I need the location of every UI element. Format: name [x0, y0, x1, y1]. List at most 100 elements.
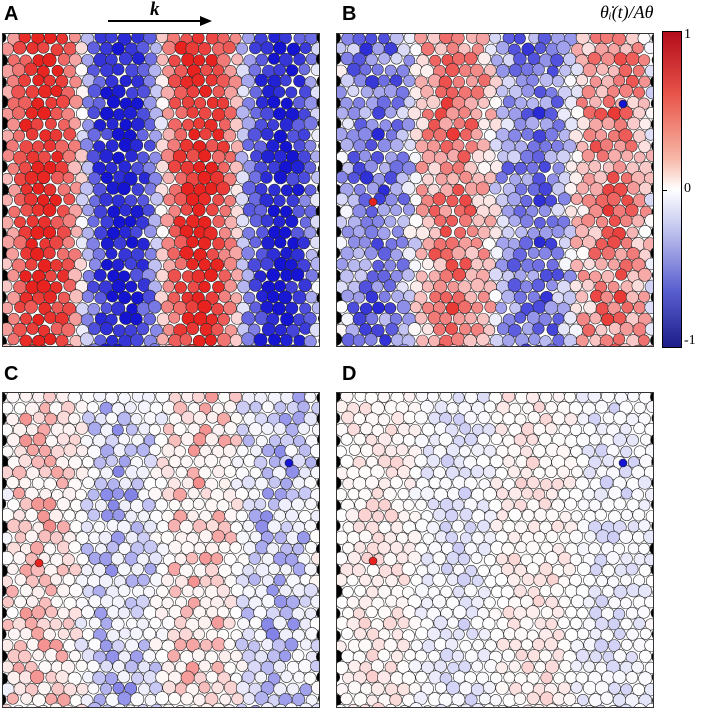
panel-label-c: C — [4, 363, 19, 385]
particle — [163, 423, 175, 436]
particle — [18, 454, 32, 468]
particle — [155, 247, 170, 262]
particle — [495, 64, 510, 78]
particle — [100, 63, 114, 78]
particle — [596, 63, 609, 76]
particle — [496, 214, 510, 228]
particle — [489, 96, 503, 109]
particle — [180, 692, 194, 706]
particle — [26, 595, 39, 608]
particle — [117, 34, 132, 46]
particle — [589, 650, 602, 663]
particle — [218, 541, 231, 554]
particle — [174, 281, 187, 294]
particle — [186, 638, 200, 652]
particle — [230, 412, 243, 425]
particle — [280, 184, 293, 197]
particle — [589, 75, 602, 88]
particle — [600, 290, 614, 304]
particle — [570, 594, 585, 609]
particle — [162, 65, 175, 78]
particle — [317, 183, 319, 193]
particle — [98, 574, 114, 589]
particle — [136, 128, 149, 142]
particle — [25, 106, 39, 120]
particle — [521, 128, 535, 141]
particle — [625, 562, 639, 576]
particle — [63, 41, 78, 56]
particle — [627, 542, 640, 555]
particle — [342, 117, 355, 130]
particle — [446, 86, 459, 99]
particle — [105, 34, 118, 44]
particle — [303, 226, 317, 239]
particle — [337, 573, 348, 587]
particle — [570, 510, 583, 523]
particle — [51, 682, 65, 696]
particle — [132, 52, 145, 65]
particle — [82, 269, 96, 283]
particle — [613, 52, 628, 66]
particle — [340, 289, 354, 303]
particle — [62, 423, 76, 437]
particle — [292, 583, 307, 598]
particle — [337, 215, 348, 229]
particle — [470, 464, 485, 479]
particle — [607, 530, 620, 544]
particle — [337, 476, 342, 490]
particle — [397, 487, 410, 501]
particle — [600, 691, 614, 705]
particle — [14, 531, 27, 544]
particle — [303, 116, 318, 131]
particle — [445, 531, 458, 544]
particle — [613, 160, 627, 174]
particle — [3, 393, 7, 403]
particle — [540, 606, 554, 619]
particle — [242, 564, 255, 577]
particle — [446, 194, 459, 207]
particle — [305, 53, 318, 66]
particle — [508, 129, 522, 143]
particle — [303, 161, 317, 174]
particle — [32, 182, 45, 195]
particle — [292, 290, 307, 305]
particle — [519, 236, 533, 250]
particle — [651, 141, 653, 151]
particle — [383, 279, 397, 293]
particle — [607, 149, 622, 163]
particle — [131, 183, 145, 196]
particle — [124, 215, 137, 228]
particle — [634, 703, 646, 707]
particle — [316, 413, 319, 424]
particle — [93, 205, 108, 219]
particle — [599, 334, 614, 346]
tracer-particle — [618, 458, 628, 468]
particle — [360, 85, 374, 99]
particle — [526, 476, 540, 490]
particle — [576, 627, 590, 641]
particle — [638, 75, 651, 88]
particle — [154, 606, 169, 621]
particle — [544, 465, 558, 479]
particle — [236, 214, 250, 228]
particle — [337, 226, 342, 238]
particle — [432, 551, 447, 566]
particle — [125, 149, 138, 163]
particle — [285, 214, 299, 228]
particle — [50, 107, 64, 121]
particle — [502, 393, 516, 403]
particle — [68, 34, 81, 44]
particle — [75, 193, 89, 207]
particle — [253, 455, 268, 470]
particle — [495, 301, 508, 314]
particle — [408, 659, 422, 673]
particle — [476, 332, 490, 346]
particle — [651, 413, 653, 423]
particle — [129, 138, 144, 152]
particle — [316, 564, 319, 575]
particle — [268, 434, 282, 447]
particle — [583, 300, 598, 315]
particle — [352, 334, 366, 346]
particle — [57, 432, 70, 446]
particle — [650, 98, 653, 109]
